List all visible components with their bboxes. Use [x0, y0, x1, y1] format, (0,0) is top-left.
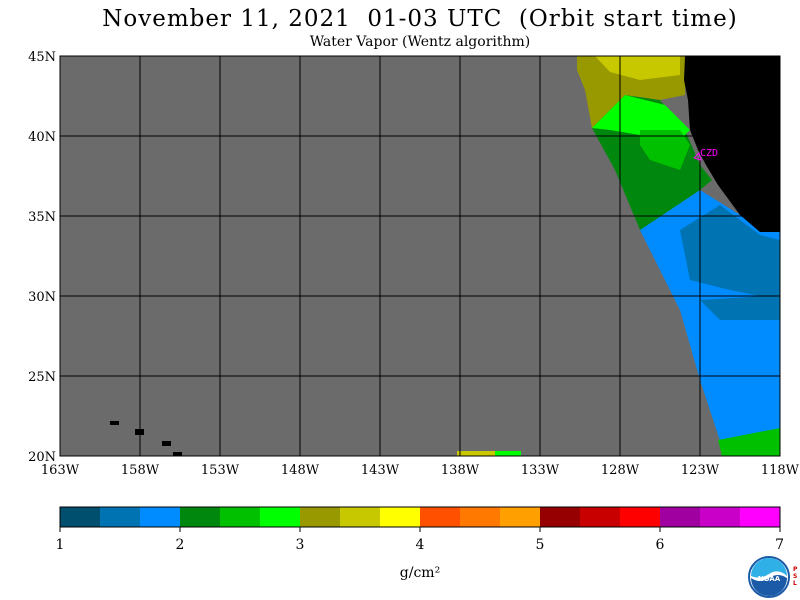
- longitude-label: 133W: [521, 463, 560, 478]
- colorbar-swatch: [300, 507, 341, 527]
- page-subtitle: Water Vapor (Wentz algorithm): [309, 34, 531, 50]
- colorbar-swatch: [580, 507, 621, 527]
- colorbar-tick-label: 5: [536, 537, 545, 553]
- noaa-logo-text: NOAA: [758, 575, 781, 583]
- longitude-label: 128W: [601, 463, 640, 478]
- water-vapor-swath-south: [718, 428, 780, 456]
- longitude-label: 148W: [281, 463, 320, 478]
- latitude-label: 45N: [28, 50, 56, 65]
- colorbar-swatch: [620, 507, 661, 527]
- colorbar-tick-label: 6: [656, 537, 665, 553]
- longitude-label: 163W: [41, 463, 80, 478]
- colorbar-swatch: [700, 507, 741, 527]
- longitude-label: 138W: [441, 463, 480, 478]
- station-marker: [693, 152, 702, 161]
- page-title: November 11, 2021 01-03 UTC (Orbit start…: [102, 6, 738, 32]
- colorbar-tick-label: 2: [176, 537, 185, 553]
- colorbar-swatch: [220, 507, 261, 527]
- longitude-label: 143W: [361, 463, 400, 478]
- colorbar-swatch: [660, 507, 701, 527]
- latitude-labels: 45N 40N 35N 30N 25N 20N: [28, 50, 56, 465]
- swath-strip-green: [495, 451, 521, 456]
- colorbar: [59, 506, 781, 528]
- colorbar-swatch: [180, 507, 221, 527]
- colorbar-swatch: [60, 507, 101, 527]
- longitude-label: 118W: [761, 463, 800, 478]
- island: [162, 441, 171, 446]
- colorbar-swatch: [380, 507, 421, 527]
- island: [110, 421, 119, 425]
- island: [173, 452, 182, 456]
- colorbar-swatch: [540, 507, 581, 527]
- latitude-label: 35N: [28, 210, 56, 225]
- water-vapor-swath-midgreen: [640, 130, 690, 170]
- colorbar-swatch: [340, 507, 381, 527]
- map-area: [60, 56, 780, 456]
- colorbar-swatch: [260, 507, 301, 527]
- longitude-label: 153W: [201, 463, 240, 478]
- longitude-labels: 163W 158W 153W 148W 143W 138W 133W 128W 123W 118W: [41, 463, 800, 478]
- latitude-label: 20N: [28, 450, 56, 465]
- colorbar-tick-label: 4: [416, 537, 425, 553]
- colorbar-tick-label: 1: [56, 537, 65, 553]
- water-vapor-swath-yellow: [595, 56, 680, 80]
- colorbar-swatch: [740, 507, 781, 527]
- water-vapor-band: [700, 295, 780, 320]
- colorbar-swatch: [460, 507, 501, 527]
- station-label: CZD: [700, 148, 718, 159]
- colorbar-tick-label: 7: [775, 537, 784, 553]
- map-border: [59, 55, 781, 457]
- latitude-label: 40N: [28, 130, 56, 145]
- colorbar-ticks: 1 2 3 4 5 6 7: [56, 527, 784, 553]
- water-vapor-swath-darkblue: [680, 205, 780, 300]
- water-vapor-swath-lightgreen: [592, 95, 690, 140]
- colorbar-swatch: [500, 507, 541, 527]
- colorbar-swatch: [420, 507, 461, 527]
- colorbar-tick-label: 3: [296, 537, 305, 553]
- colorbar-swatch: [100, 507, 141, 527]
- colorbar-swatch: [140, 507, 181, 527]
- grid-lines: [60, 56, 780, 456]
- latitude-label: 25N: [28, 370, 56, 385]
- longitude-label: 123W: [681, 463, 720, 478]
- latitude-label: 30N: [28, 290, 56, 305]
- longitude-label: 158W: [121, 463, 160, 478]
- noaa-logo: NOAA: [748, 556, 790, 598]
- land-mass: [684, 56, 780, 232]
- colorbar-unit-label: g/cm²: [400, 565, 440, 581]
- swath-strip: [457, 451, 521, 456]
